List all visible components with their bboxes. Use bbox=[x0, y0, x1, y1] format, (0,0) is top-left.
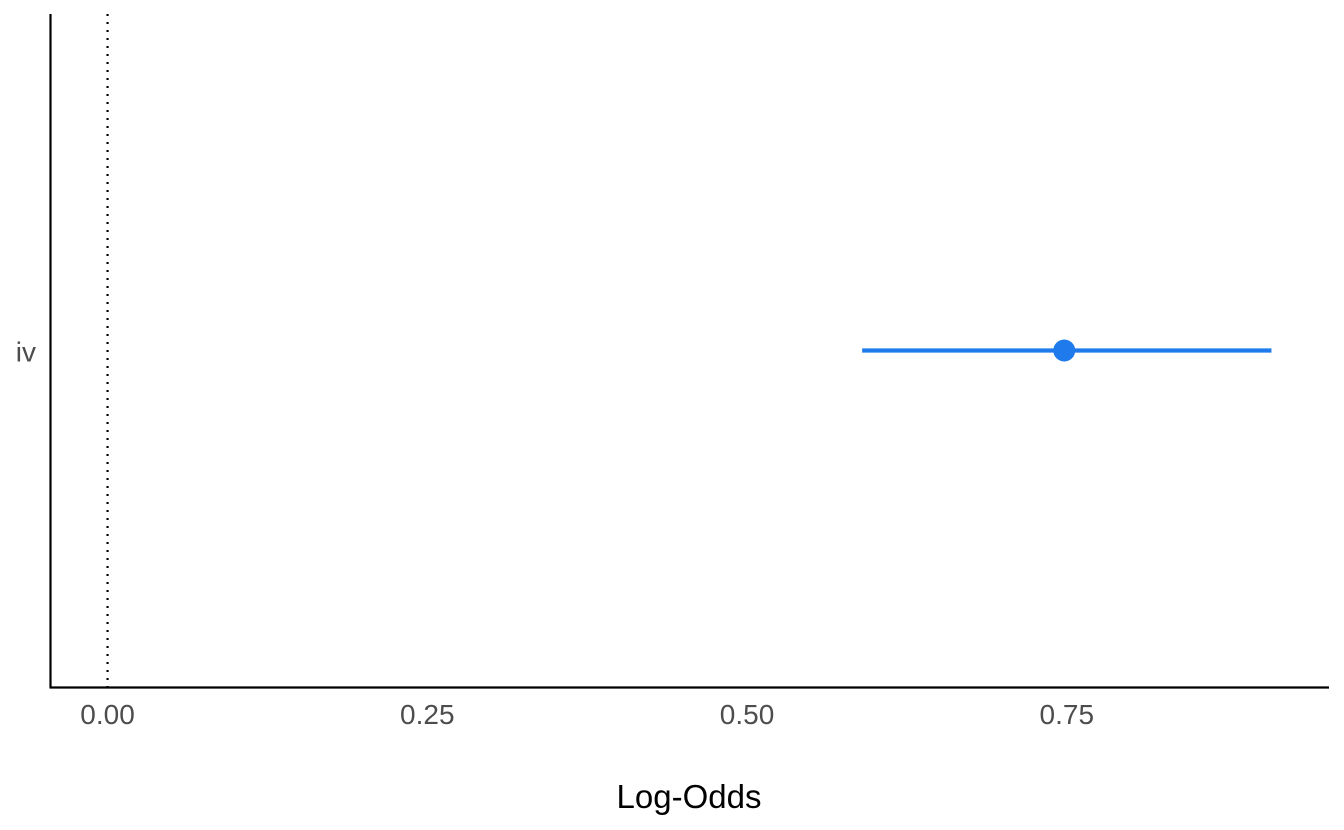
x-tick-label: 0.50 bbox=[720, 699, 775, 730]
x-tick-label: 0.25 bbox=[400, 699, 455, 730]
y-axis-labels: iv bbox=[16, 337, 36, 368]
estimates-layer bbox=[862, 339, 1272, 362]
x-axis-ticks: 0.00 0.25 0.50 0.75 bbox=[80, 699, 1094, 730]
point-estimate bbox=[1053, 339, 1076, 362]
y-tick-label: iv bbox=[16, 337, 36, 368]
x-tick-label: 0.75 bbox=[1040, 699, 1095, 730]
x-axis-title: Log-Odds bbox=[617, 778, 762, 815]
x-tick-label: 0.00 bbox=[80, 699, 135, 730]
